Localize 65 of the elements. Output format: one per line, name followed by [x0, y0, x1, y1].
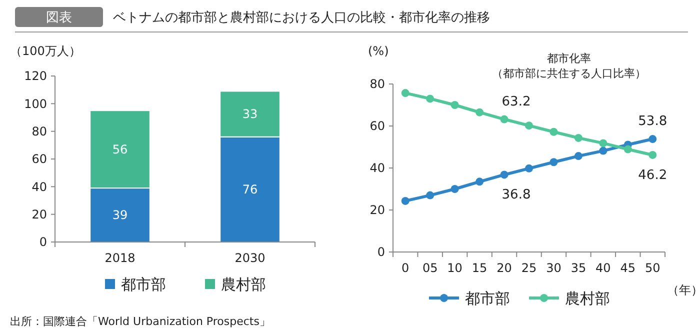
data-label: 39 [112, 208, 128, 222]
x-tick-label: 2018 [104, 251, 136, 265]
text: 出所：国際連合「World Urbanization Prospects」 [10, 315, 270, 328]
x-tick-label: 15 [472, 261, 488, 275]
x-tick-label: 25 [521, 261, 537, 275]
x-tick-label: 20 [496, 261, 512, 275]
point [476, 108, 484, 116]
x-tick-label: 10 [447, 261, 462, 275]
point [648, 150, 657, 159]
legend-label: 農村部 [565, 289, 610, 308]
legend-label: 都市部 [465, 289, 510, 308]
point [550, 128, 558, 136]
y-tick-label: 80 [32, 124, 47, 139]
point [426, 191, 434, 200]
x-tick-label: 40 [596, 261, 611, 275]
point [525, 122, 533, 130]
y-tick-label: 40 [32, 180, 47, 194]
point [599, 146, 608, 155]
x-tick-label: 50 [644, 261, 660, 275]
point [476, 178, 484, 186]
y-tick-label: 60 [370, 119, 385, 134]
data-label: 56 [112, 142, 128, 157]
text: 図表 [46, 10, 72, 26]
data-label: 33 [242, 107, 258, 122]
y-tick-label: 80 [370, 77, 385, 92]
point [401, 196, 410, 205]
point [550, 158, 558, 166]
y-tick-label: 120 [24, 69, 47, 84]
y-axis-title: (%) [368, 44, 389, 58]
legend-label: 都市部 [121, 275, 166, 294]
chart-title: ベトナムの都市部と農村部における人口の比較・都市化率の推移 [113, 10, 490, 26]
legend-label: 農村部 [221, 275, 266, 294]
y-tick-label: 20 [370, 203, 385, 218]
y-axis-title: （100万人） [10, 44, 81, 58]
point [599, 139, 608, 148]
point [574, 152, 582, 160]
point [450, 101, 459, 109]
y-tick-label: 0 [39, 235, 47, 250]
x-tick-label: 30 [546, 261, 562, 275]
y-tick-label: 60 [32, 152, 47, 166]
data-label: 76 [242, 182, 258, 197]
point [500, 170, 508, 179]
point [574, 134, 582, 142]
point [624, 145, 632, 154]
x-axis-title: （年） [667, 283, 700, 297]
x-tick-label: 35 [570, 261, 586, 275]
data-label: 53.8 [638, 114, 668, 130]
point [426, 94, 434, 103]
chart-subtitle: （都市部に共住する人口比率） [492, 67, 646, 80]
x-tick-label: 0 [402, 261, 410, 275]
point [500, 115, 508, 124]
data-label: 63.2 [502, 94, 531, 110]
point [525, 164, 533, 172]
x-tick-label: 45 [620, 261, 636, 275]
point [401, 89, 410, 98]
point [450, 185, 459, 193]
data-label: 36.8 [502, 188, 531, 203]
x-tick-label: 05 [422, 261, 438, 275]
y-tick-label: 20 [32, 208, 47, 222]
x-tick-label: 2030 [234, 251, 266, 265]
chart-title: 都市化率 [547, 52, 591, 65]
point [648, 135, 657, 144]
data-label: 46.2 [638, 168, 668, 183]
y-tick-label: 100 [24, 96, 47, 111]
y-tick-label: 40 [370, 161, 385, 176]
